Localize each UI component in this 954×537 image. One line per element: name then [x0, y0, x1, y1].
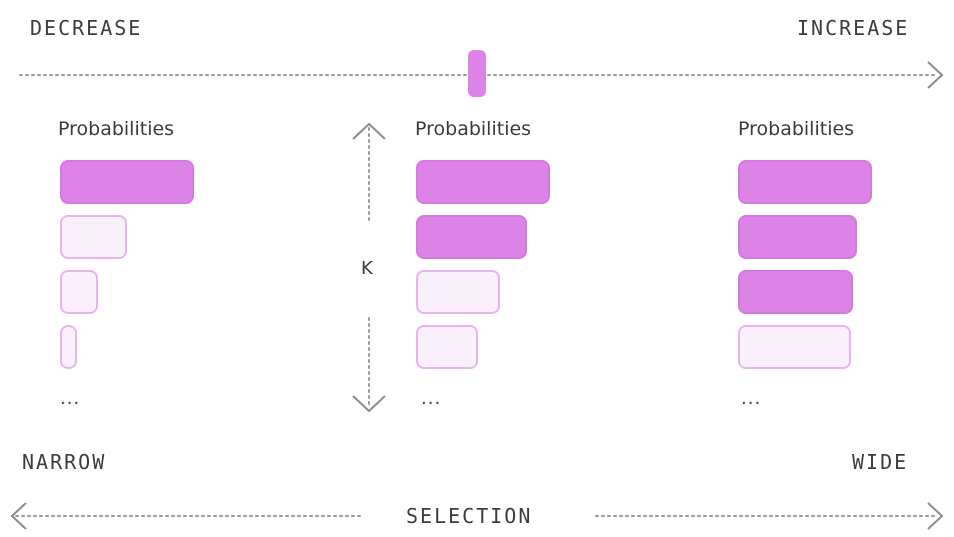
probability-bar — [416, 270, 500, 314]
increase-label: INCREASE — [797, 16, 910, 40]
more-ellipsis: ... — [741, 388, 762, 409]
wide-label: WIDE — [852, 450, 909, 474]
k-arrowhead-down — [352, 395, 386, 413]
selection-label: SELECTION — [406, 504, 533, 528]
top-arrowhead-right — [927, 61, 944, 89]
probability-bar — [738, 160, 872, 204]
probability-bar — [60, 160, 194, 204]
probability-bar — [738, 215, 857, 259]
temperature-slider-thumb[interactable] — [468, 50, 486, 97]
narrow-label: NARROW — [22, 450, 107, 474]
column-title: Probabilities — [738, 118, 855, 140]
probability-bar — [60, 325, 77, 369]
k-label: K — [361, 258, 373, 279]
probability-bar — [738, 270, 853, 314]
decrease-label: DECREASE — [30, 16, 143, 40]
selection-arrowhead-right — [927, 502, 944, 530]
column-title: Probabilities — [58, 118, 175, 140]
k-axis-arrow — [352, 122, 386, 413]
more-ellipsis: ... — [60, 388, 81, 409]
selection-arrowhead-left — [10, 502, 27, 530]
more-ellipsis: ... — [421, 388, 442, 409]
probability-bar — [60, 270, 98, 314]
column-title: Probabilities — [415, 118, 532, 140]
probability-bar — [738, 325, 851, 369]
probability-bar — [416, 215, 527, 259]
probability-bar — [416, 325, 478, 369]
probability-bar — [416, 160, 550, 204]
probability-bar — [60, 215, 127, 259]
k-arrowhead-up — [352, 122, 386, 140]
selection-axis-arrow — [10, 502, 944, 530]
